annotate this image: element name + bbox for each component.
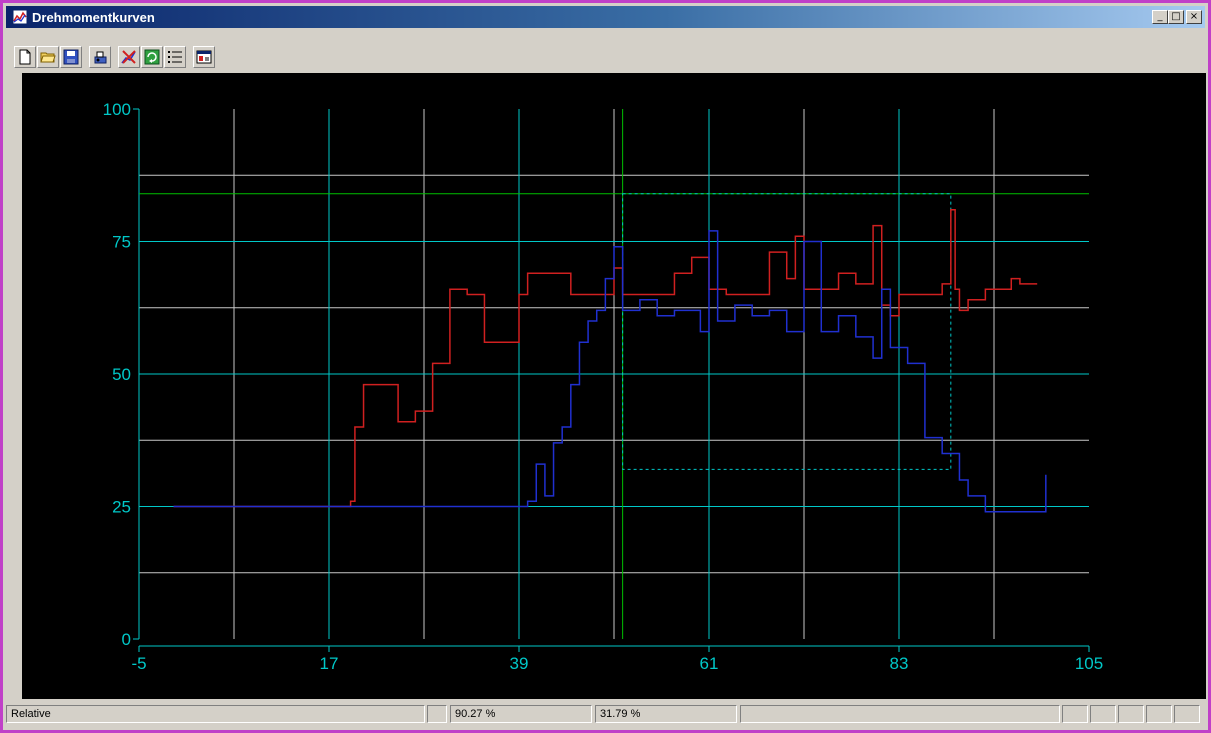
status-indicator-5 — [1174, 705, 1200, 723]
x-tick-label: 61 — [700, 654, 719, 673]
status-value-1: 90.27 % — [450, 705, 592, 723]
new-file-icon — [19, 49, 31, 65]
x-tick-label: 17 — [320, 654, 339, 673]
app-icon — [12, 9, 28, 25]
open-folder-icon — [40, 52, 56, 63]
refresh-button[interactable] — [141, 46, 163, 68]
status-indicator-1 — [1062, 705, 1088, 723]
tick-labels: -5 17 39 61 83 105 0 25 50 75 100 — [103, 100, 1104, 673]
status-indicator-3 — [1118, 705, 1144, 723]
toolbar — [6, 28, 1205, 68]
x-tick-label: 39 — [510, 654, 529, 673]
status-value-2: 31.79 % — [595, 705, 737, 723]
status-bar: Relative 90.27 % 31.79 % — [6, 703, 1205, 727]
print-chart-icon — [94, 51, 107, 64]
x-tick-label: -5 — [131, 654, 146, 673]
title-bar[interactable]: Drehmomentkurven _ □ × — [6, 6, 1205, 28]
reset-zoom-button[interactable] — [118, 46, 140, 68]
refresh-icon — [144, 49, 160, 65]
status-indicator-4 — [1146, 705, 1172, 723]
save-button[interactable] — [60, 46, 82, 68]
properties-button[interactable] — [193, 46, 215, 68]
zoom-selection-rectangle — [622, 193, 952, 470]
axes — [133, 108, 1090, 652]
list-button[interactable] — [164, 46, 186, 68]
series-lines — [173, 208, 1047, 513]
reset-zoom-icon — [121, 50, 136, 64]
maximize-button[interactable]: □ — [1168, 10, 1184, 24]
major-grid — [139, 109, 1089, 639]
y-tick-label: 100 — [103, 100, 131, 119]
minimize-button[interactable]: _ — [1152, 10, 1168, 24]
y-tick-label: 0 — [122, 630, 131, 649]
y-tick-label: 25 — [112, 498, 131, 517]
new-file-button[interactable] — [14, 46, 36, 68]
x-tick-label: 83 — [890, 654, 909, 673]
open-button[interactable] — [37, 46, 59, 68]
status-empty-panel — [427, 705, 447, 723]
properties-icon — [196, 50, 212, 64]
status-mode: Relative — [6, 705, 425, 723]
series-line-2 — [173, 230, 1047, 513]
close-button[interactable]: × — [1186, 10, 1202, 24]
y-tick-label: 50 — [112, 365, 131, 384]
status-indicator-2 — [1090, 705, 1116, 723]
save-disk-icon — [63, 49, 79, 65]
torque-chart[interactable]: -5 17 39 61 83 105 0 25 50 75 100 — [22, 73, 1206, 699]
status-empty-wide — [740, 705, 1060, 723]
y-tick-label: 75 — [112, 233, 131, 252]
list-view-icon — [168, 51, 182, 63]
x-tick-label: 105 — [1075, 654, 1103, 673]
series-line-1 — [173, 208, 1038, 508]
print-button[interactable] — [89, 46, 111, 68]
window-title: Drehmomentkurven — [32, 10, 155, 25]
cursor-overlay — [139, 109, 1089, 639]
